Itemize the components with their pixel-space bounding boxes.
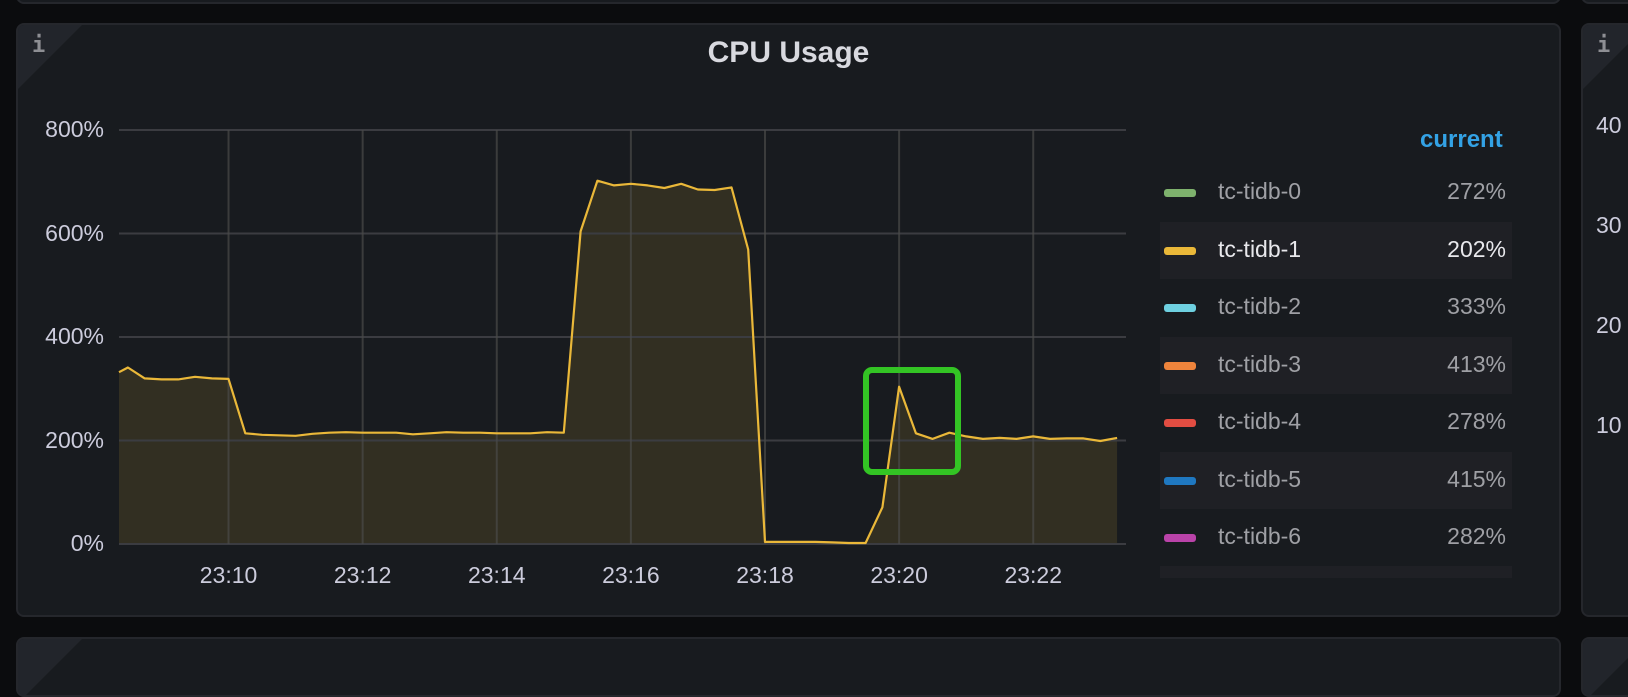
y-tick-label: 0% (70, 530, 104, 556)
right-panel: i (1581, 23, 1628, 617)
info-icon[interactable]: i (1597, 33, 1611, 58)
cpu-usage-panel: i (16, 23, 1561, 617)
legend-item-value: 415% (1447, 465, 1506, 492)
y-tick-label: 200% (45, 426, 104, 453)
x-tick-label: 23:16 (602, 562, 660, 588)
highlight-annotation-box (863, 367, 961, 475)
y-tick-label: 400% (45, 323, 104, 349)
legend-item-name: tc-tidb-3 (1218, 350, 1302, 377)
bottom-panel-left (16, 637, 1561, 697)
y-tick-label: 800% (45, 116, 104, 142)
legend-item-name: tc-tidb-5 (1218, 465, 1302, 492)
panel-info-corner[interactable] (18, 639, 82, 695)
legend-item-value: 282% (1447, 523, 1506, 549)
legend-item-name: tc-tidb-6 (1218, 523, 1302, 549)
panel-info-corner[interactable] (18, 25, 82, 89)
legend-item-tc-tidb-1[interactable]: tc-tidb-1 202% (1160, 221, 1512, 279)
legend-item-tc-tidb-0[interactable]: tc-tidb-0 272% (1160, 164, 1512, 221)
right-panel-y-tick: 30 (1596, 212, 1622, 238)
x-tick-label: 23:14 (467, 562, 526, 588)
legend-color-swatch (1164, 361, 1196, 370)
legend-item-name: tc-tidb-4 (1218, 408, 1302, 434)
x-tick-label: 23:10 (199, 562, 258, 588)
legend-item-value: 202% (1447, 235, 1506, 262)
panel-info-corner[interactable] (1583, 639, 1628, 695)
cpu-usage-chart (118, 129, 1126, 545)
info-icon[interactable]: i (32, 33, 46, 58)
legend-item-value: 272% (1447, 178, 1506, 204)
legend-item-value: 413% (1447, 350, 1506, 377)
legend-item-tc-tidb-3[interactable]: tc-tidb-3 413% (1160, 336, 1512, 394)
x-tick-label: 23:18 (736, 562, 794, 588)
bottom-panel-right (1581, 637, 1628, 697)
panel-title[interactable]: CPU Usage (707, 36, 870, 69)
legend-item-tc-tidb-4[interactable]: tc-tidb-4 278% (1160, 394, 1512, 451)
legend-item-name: tc-tidb-2 (1218, 293, 1302, 319)
legend-color-swatch (1164, 534, 1196, 542)
legend-item-name: tc-tidb-1 (1218, 235, 1302, 262)
panel-info-corner[interactable] (1583, 25, 1628, 89)
legend-color-swatch (1164, 476, 1196, 485)
legend-color-swatch (1164, 189, 1196, 197)
legend-item-name: tc-tidb-0 (1218, 178, 1302, 204)
legend-row-partial (1160, 566, 1512, 578)
right-panel-y-tick: 40 (1596, 112, 1622, 138)
legend-color-swatch (1164, 304, 1196, 312)
legend-current-header[interactable]: current (1420, 126, 1503, 153)
series-area-0 (119, 180, 1118, 544)
y-tick-label: 600% (45, 219, 104, 246)
x-tick-label: 23:20 (870, 562, 928, 588)
right-panel-y-tick: 10 (1596, 412, 1622, 438)
x-tick-label: 23:12 (333, 562, 392, 588)
legend-color-swatch (1164, 419, 1196, 427)
legend-item-tc-tidb-5[interactable]: tc-tidb-5 415% (1160, 451, 1512, 509)
legend-item-tc-tidb-6[interactable]: tc-tidb-6 282% (1160, 509, 1512, 566)
legend-color-swatch (1164, 246, 1196, 255)
right-panel-y-tick: 20 (1596, 312, 1622, 338)
legend-item-tc-tidb-2[interactable]: tc-tidb-2 333% (1160, 279, 1512, 336)
x-tick-label: 23:22 (1004, 562, 1063, 588)
legend-item-value: 278% (1447, 408, 1506, 434)
legend-item-value: 333% (1447, 293, 1506, 319)
series-line-0 (118, 179, 1118, 545)
